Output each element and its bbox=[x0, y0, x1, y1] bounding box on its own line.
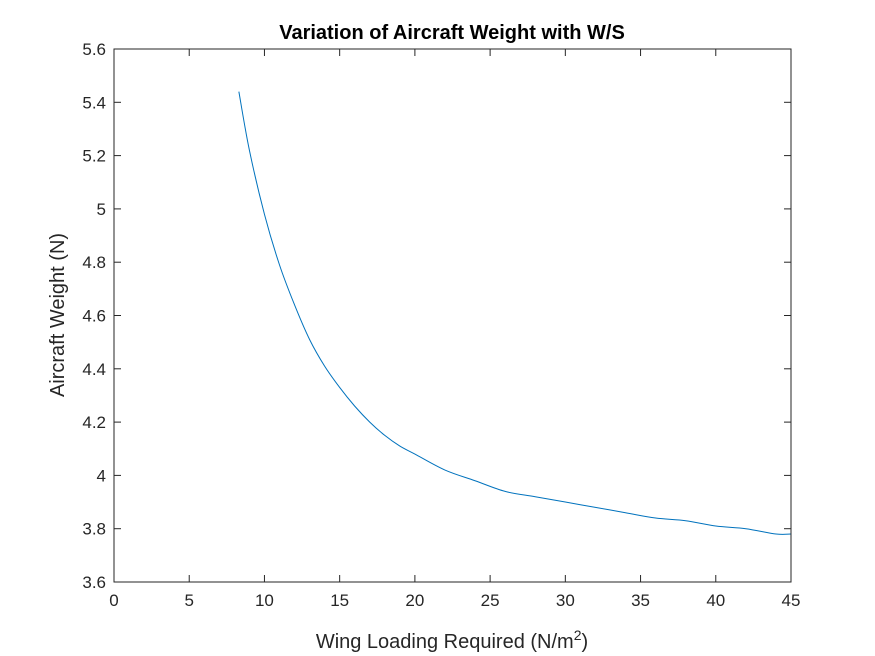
series-line bbox=[238, 91, 792, 535]
y-tick-label: 5.4 bbox=[82, 93, 106, 112]
y-tick-label: 3.6 bbox=[82, 573, 106, 592]
x-tick-label: 15 bbox=[330, 591, 349, 610]
y-tick-label: 4.6 bbox=[82, 307, 106, 326]
chart-title: Variation of Aircraft Weight with W/S bbox=[279, 22, 625, 44]
axes-box bbox=[113, 48, 792, 583]
x-tick-label: 30 bbox=[556, 591, 575, 610]
y-tick-label: 5.6 bbox=[82, 40, 106, 59]
x-tick-label: 25 bbox=[481, 591, 500, 610]
x-axis-title-superscript: 2 bbox=[574, 627, 582, 643]
y-tick-label: 3.8 bbox=[82, 520, 106, 539]
y-axis-title: Aircraft Weight (N) bbox=[47, 233, 69, 397]
x-tick-label: 5 bbox=[184, 591, 193, 610]
x-tick-label: 45 bbox=[782, 591, 801, 610]
y-tick-label: 4 bbox=[97, 466, 106, 485]
x-tick-label: 35 bbox=[631, 591, 650, 610]
x-axis-title-close: ) bbox=[582, 631, 589, 653]
y-tick-label: 5 bbox=[97, 200, 106, 219]
y-tick-label: 5.2 bbox=[82, 147, 106, 166]
plot-area bbox=[114, 49, 791, 582]
x-axis-title: Wing Loading Required (N/m2) bbox=[316, 627, 588, 653]
y-tick-label: 4.4 bbox=[82, 360, 106, 379]
x-tick-label: 10 bbox=[255, 591, 274, 610]
y-tick-label: 4.2 bbox=[82, 413, 106, 432]
tick-labels: 0 5 10 15 20 25 30 35 40 45 3.6 3.8 4 4.2 4.4 4.6 4.8 5 5.… bbox=[82, 40, 800, 610]
x-tick-label: 40 bbox=[706, 591, 725, 610]
x-tick-label: 20 bbox=[405, 591, 424, 610]
y-tick-label: 4.8 bbox=[82, 253, 106, 272]
x-axis-title-main: Wing Loading Required (N/m bbox=[316, 631, 574, 653]
x-tick-label: 0 bbox=[109, 591, 118, 610]
